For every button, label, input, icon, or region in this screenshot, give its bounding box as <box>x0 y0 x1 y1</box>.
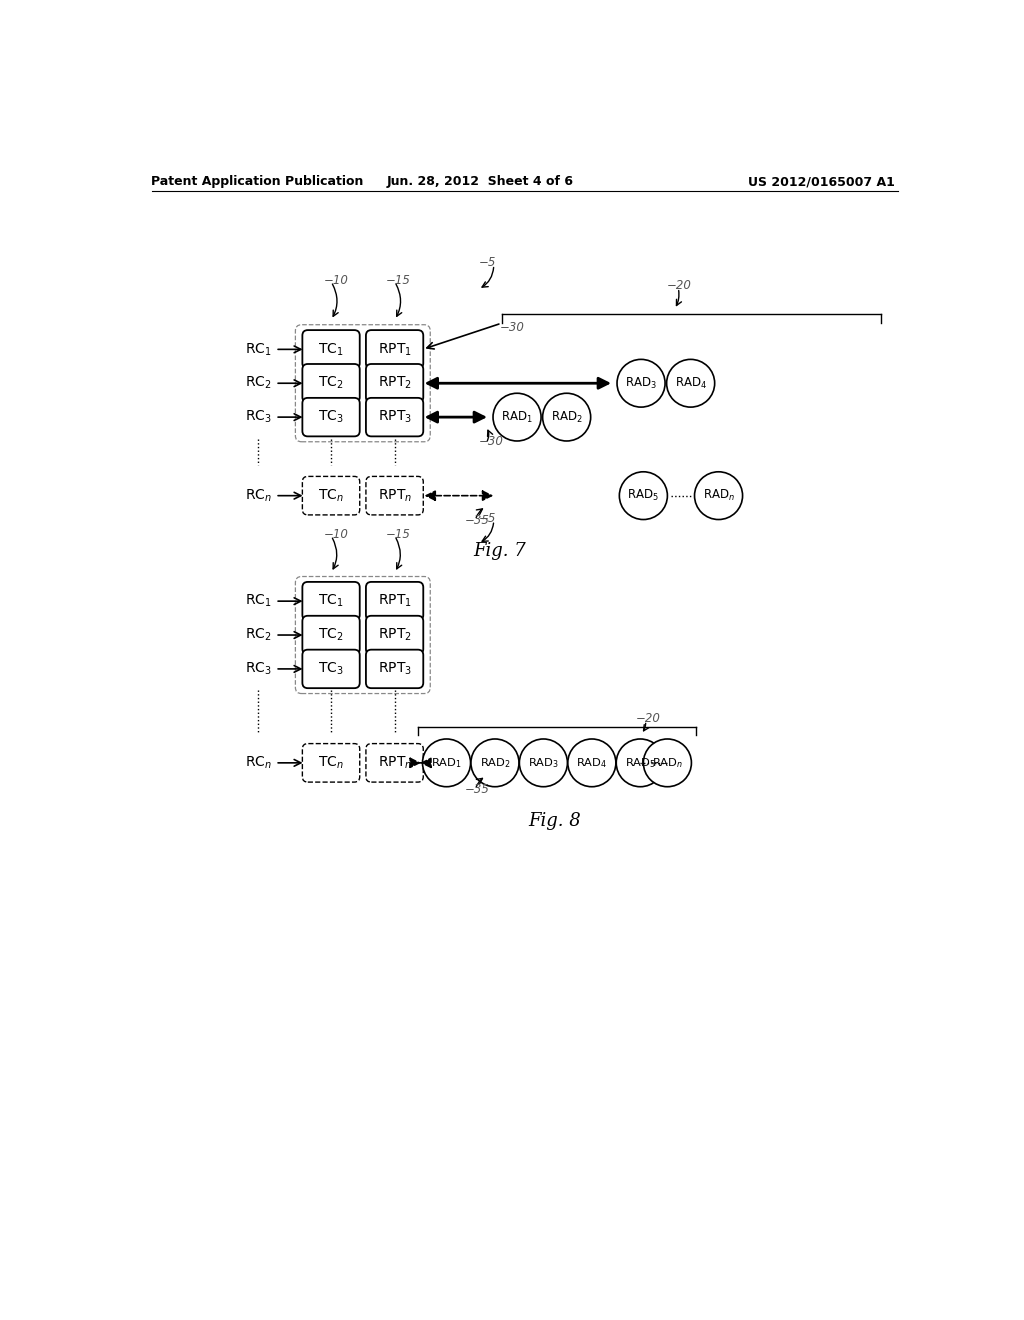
Text: $\mathregular{RC}_{3}$: $\mathregular{RC}_{3}$ <box>245 661 271 677</box>
Text: −20: −20 <box>636 713 660 726</box>
Text: $\mathregular{RAD}_{4}$: $\mathregular{RAD}_{4}$ <box>577 756 607 770</box>
Circle shape <box>616 739 665 787</box>
Text: −15: −15 <box>385 528 411 541</box>
Circle shape <box>643 739 691 787</box>
FancyBboxPatch shape <box>302 477 359 515</box>
Text: −30: −30 <box>500 321 525 334</box>
Text: −5: −5 <box>478 256 496 269</box>
FancyBboxPatch shape <box>302 364 359 403</box>
Text: $\mathregular{RC}_{3}$: $\mathregular{RC}_{3}$ <box>245 409 271 425</box>
Text: $\mathregular{RAD}_{2}$: $\mathregular{RAD}_{2}$ <box>479 756 510 770</box>
FancyBboxPatch shape <box>366 616 423 655</box>
Text: Patent Application Publication: Patent Application Publication <box>152 176 364 189</box>
Text: Fig. 8: Fig. 8 <box>528 812 581 829</box>
Text: $\mathregular{RAD}_{n}$: $\mathregular{RAD}_{n}$ <box>702 488 734 503</box>
FancyBboxPatch shape <box>295 325 430 442</box>
Text: $\mathregular{RPT}_{n}$: $\mathregular{RPT}_{n}$ <box>378 755 412 771</box>
Text: $\mathregular{RPT}_{2}$: $\mathregular{RPT}_{2}$ <box>378 375 412 392</box>
Text: $\mathregular{RPT}_{1}$: $\mathregular{RPT}_{1}$ <box>378 593 412 610</box>
Text: $\mathregular{RC}_{1}$: $\mathregular{RC}_{1}$ <box>245 593 271 610</box>
FancyBboxPatch shape <box>366 397 423 437</box>
Text: −5: −5 <box>478 512 496 525</box>
Text: $\mathregular{TC}_{3}$: $\mathregular{TC}_{3}$ <box>318 661 344 677</box>
FancyBboxPatch shape <box>302 616 359 655</box>
Text: $\mathregular{RPT}_{3}$: $\mathregular{RPT}_{3}$ <box>378 409 412 425</box>
FancyBboxPatch shape <box>302 397 359 437</box>
Text: $\mathregular{RC}_{2}$: $\mathregular{RC}_{2}$ <box>245 375 271 392</box>
Circle shape <box>471 739 519 787</box>
Text: $\mathregular{TC}_{n}$: $\mathregular{TC}_{n}$ <box>318 755 344 771</box>
Circle shape <box>667 359 715 407</box>
Text: $\mathregular{RPT}_{1}$: $\mathregular{RPT}_{1}$ <box>378 341 412 358</box>
FancyBboxPatch shape <box>366 364 423 403</box>
Text: −10: −10 <box>324 528 348 541</box>
Text: Fig. 7: Fig. 7 <box>474 543 526 560</box>
Text: $\mathregular{RC}_{n}$: $\mathregular{RC}_{n}$ <box>245 487 271 504</box>
FancyBboxPatch shape <box>302 330 359 368</box>
Text: $\mathregular{TC}_{n}$: $\mathregular{TC}_{n}$ <box>318 487 344 504</box>
Text: −10: −10 <box>324 273 348 286</box>
FancyBboxPatch shape <box>366 649 423 688</box>
Text: $\mathregular{RC}_{n}$: $\mathregular{RC}_{n}$ <box>245 755 271 771</box>
Text: $\mathregular{RAD}_{3}$: $\mathregular{RAD}_{3}$ <box>625 376 657 391</box>
FancyBboxPatch shape <box>295 577 430 693</box>
Circle shape <box>543 393 591 441</box>
Circle shape <box>568 739 615 787</box>
FancyBboxPatch shape <box>366 582 423 620</box>
Text: −30: −30 <box>478 436 503 449</box>
Text: $\mathregular{TC}_{2}$: $\mathregular{TC}_{2}$ <box>318 375 344 392</box>
Text: $\mathregular{TC}_{1}$: $\mathregular{TC}_{1}$ <box>318 341 344 358</box>
FancyBboxPatch shape <box>366 330 423 368</box>
Text: $\mathregular{RPT}_{3}$: $\mathregular{RPT}_{3}$ <box>378 661 412 677</box>
FancyBboxPatch shape <box>302 649 359 688</box>
FancyBboxPatch shape <box>302 582 359 620</box>
Circle shape <box>694 471 742 520</box>
Text: $\mathregular{RAD}_{5}$: $\mathregular{RAD}_{5}$ <box>625 756 655 770</box>
Text: $\mathregular{RAD}_{4}$: $\mathregular{RAD}_{4}$ <box>675 376 707 391</box>
Text: $\mathregular{TC}_{3}$: $\mathregular{TC}_{3}$ <box>318 409 344 425</box>
Circle shape <box>620 471 668 520</box>
Text: $\mathregular{RC}_{2}$: $\mathregular{RC}_{2}$ <box>245 627 271 643</box>
Text: $\mathregular{RPT}_{n}$: $\mathregular{RPT}_{n}$ <box>378 487 412 504</box>
FancyBboxPatch shape <box>366 477 423 515</box>
Text: −35: −35 <box>465 513 490 527</box>
Text: −35: −35 <box>465 783 490 796</box>
Circle shape <box>519 739 567 787</box>
Circle shape <box>617 359 665 407</box>
Text: −20: −20 <box>667 279 691 292</box>
Text: $\mathregular{RAD}_{2}$: $\mathregular{RAD}_{2}$ <box>551 409 583 425</box>
Text: US 2012/0165007 A1: US 2012/0165007 A1 <box>749 176 895 189</box>
Text: $\mathregular{RAD}_{5}$: $\mathregular{RAD}_{5}$ <box>628 488 659 503</box>
FancyBboxPatch shape <box>302 743 359 781</box>
Text: $\mathregular{RPT}_{2}$: $\mathregular{RPT}_{2}$ <box>378 627 412 643</box>
Text: Jun. 28, 2012  Sheet 4 of 6: Jun. 28, 2012 Sheet 4 of 6 <box>387 176 574 189</box>
Text: $\mathregular{RAD}_{1}$: $\mathregular{RAD}_{1}$ <box>501 409 532 425</box>
Circle shape <box>423 739 471 787</box>
Text: −15: −15 <box>385 273 411 286</box>
Text: $\mathregular{TC}_{1}$: $\mathregular{TC}_{1}$ <box>318 593 344 610</box>
Text: $\mathregular{TC}_{2}$: $\mathregular{TC}_{2}$ <box>318 627 344 643</box>
Text: $\mathregular{RAD}_{n}$: $\mathregular{RAD}_{n}$ <box>652 756 683 770</box>
Text: $\mathregular{RAD}_{1}$: $\mathregular{RAD}_{1}$ <box>431 756 462 770</box>
FancyBboxPatch shape <box>366 743 423 781</box>
Text: $\mathregular{RAD}_{3}$: $\mathregular{RAD}_{3}$ <box>528 756 559 770</box>
Circle shape <box>493 393 541 441</box>
Text: $\mathregular{RC}_{1}$: $\mathregular{RC}_{1}$ <box>245 341 271 358</box>
